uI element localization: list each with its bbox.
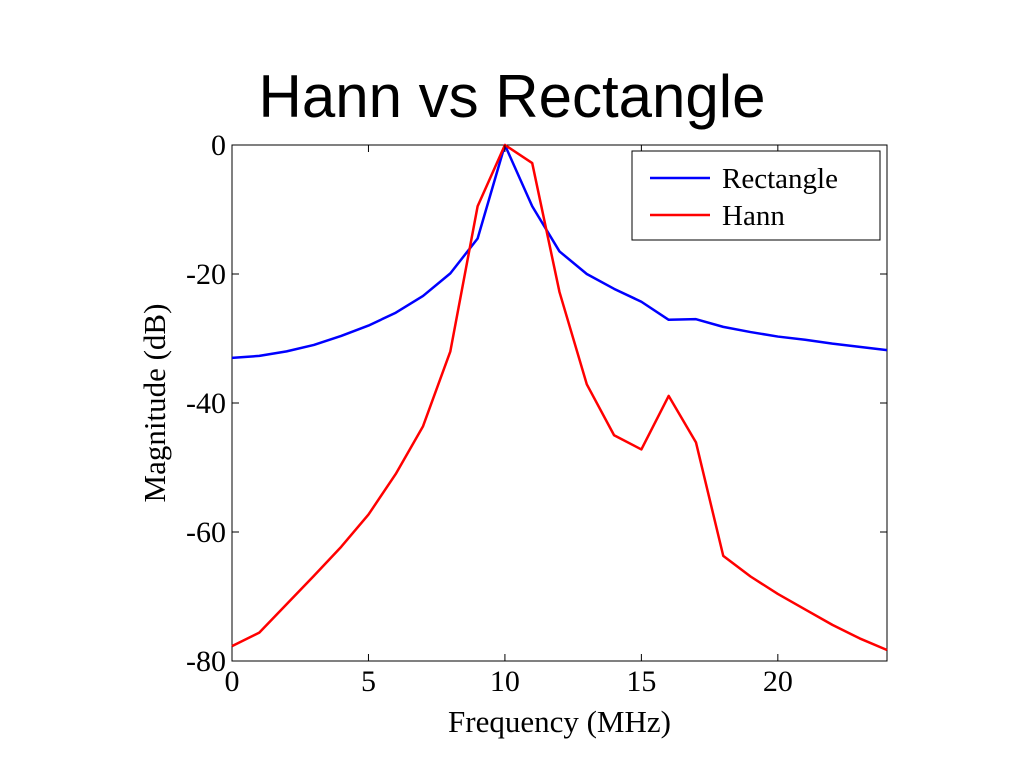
y-tick-label: 0	[211, 129, 226, 162]
legend-label-hann: Hann	[722, 200, 785, 232]
page-title: Hann vs Rectangle	[258, 63, 766, 130]
x-tick-label: 5	[361, 665, 376, 698]
y-tick-label: -40	[186, 387, 226, 420]
legend-box	[631, 150, 881, 241]
ticks-layer: 0 5 10 15 20 0 -20 -40 -60 -80	[186, 129, 887, 698]
series-line-rectangle	[231, 143, 888, 360]
series-layer	[231, 143, 888, 652]
y-tick-label: -80	[186, 645, 226, 678]
x-tick-label: 15	[626, 665, 656, 698]
y-tick-label: -20	[186, 258, 226, 291]
x-tick-label: 10	[490, 665, 520, 698]
legend-label-rectangle: Rectangle	[722, 163, 838, 195]
series-line-hann	[231, 143, 888, 652]
x-tick-label: 20	[763, 665, 793, 698]
x-tick-label: 0	[225, 665, 240, 698]
x-axis-title: Frequency (MHz)	[448, 704, 671, 739]
y-tick-label: -60	[186, 516, 226, 549]
legend: Rectangle Hann	[631, 150, 881, 241]
y-axis-title: Magnitude (dB)	[137, 304, 172, 503]
